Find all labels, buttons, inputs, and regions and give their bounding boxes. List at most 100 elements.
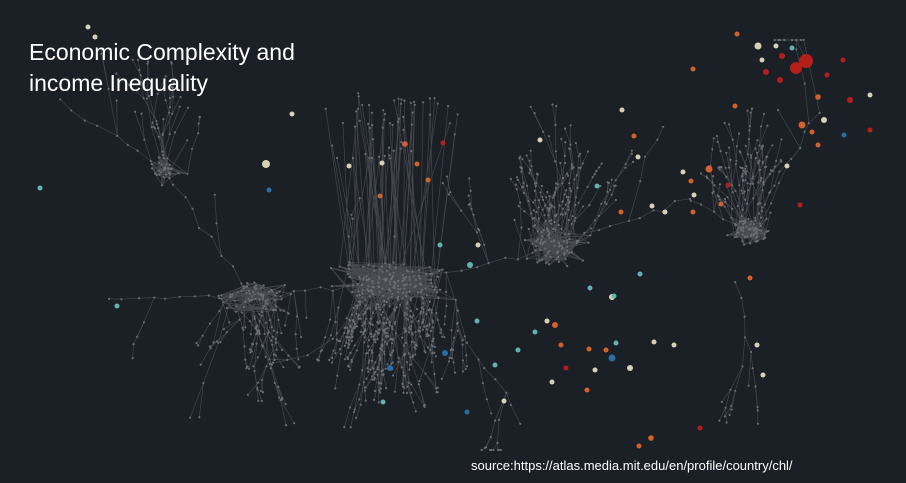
network-node bbox=[284, 324, 287, 327]
network-edge bbox=[431, 353, 435, 375]
network-node bbox=[390, 342, 394, 345]
network-node bbox=[370, 111, 373, 114]
network-node bbox=[497, 448, 500, 452]
network-node bbox=[191, 147, 194, 150]
highlighted-product-node bbox=[474, 318, 480, 324]
network-node bbox=[145, 97, 148, 100]
network-edge bbox=[210, 341, 217, 349]
network-edge bbox=[556, 235, 591, 254]
network-node bbox=[385, 331, 388, 334]
network-node bbox=[240, 290, 243, 293]
network-node bbox=[360, 284, 363, 287]
network-node bbox=[720, 166, 723, 169]
network-edge bbox=[203, 342, 219, 384]
network-edge bbox=[523, 192, 534, 203]
network-node bbox=[345, 326, 349, 329]
network-edge bbox=[760, 225, 769, 232]
network-node bbox=[444, 290, 448, 293]
network-node bbox=[391, 327, 394, 331]
network-node bbox=[152, 125, 155, 128]
network-node bbox=[378, 277, 381, 280]
network-node bbox=[215, 340, 218, 343]
network-edge bbox=[555, 216, 560, 244]
network-node bbox=[752, 223, 756, 226]
network-edge bbox=[568, 148, 573, 165]
network-node bbox=[608, 188, 612, 192]
network-node bbox=[713, 184, 716, 187]
network-edge bbox=[362, 295, 370, 298]
network-edge bbox=[542, 244, 565, 254]
network-node bbox=[748, 129, 751, 132]
network-edge bbox=[170, 62, 175, 83]
network-node bbox=[243, 285, 246, 288]
network-node bbox=[421, 288, 424, 291]
network-node bbox=[564, 141, 567, 144]
network-node bbox=[746, 235, 749, 238]
network-node bbox=[399, 102, 402, 105]
network-node bbox=[257, 399, 260, 402]
network-edge bbox=[728, 167, 734, 193]
network-node bbox=[371, 311, 374, 315]
network-node bbox=[465, 354, 468, 357]
network-node bbox=[168, 163, 171, 166]
network-node bbox=[773, 165, 776, 168]
network-node bbox=[392, 149, 395, 152]
network-edge bbox=[284, 294, 292, 326]
network-node bbox=[567, 198, 570, 201]
network-edge bbox=[739, 197, 754, 222]
network-node bbox=[534, 199, 537, 202]
network-node bbox=[453, 133, 456, 136]
network-node bbox=[350, 358, 353, 361]
network-node bbox=[363, 341, 366, 344]
network-node bbox=[338, 348, 341, 351]
network-node bbox=[378, 389, 381, 392]
network-edge bbox=[372, 139, 381, 270]
network-node bbox=[490, 412, 493, 415]
network-node bbox=[546, 206, 549, 210]
network-node bbox=[725, 151, 728, 154]
network-node bbox=[297, 358, 300, 361]
network-edge bbox=[172, 184, 186, 198]
network-edge bbox=[351, 350, 358, 362]
network-node bbox=[275, 305, 278, 308]
network-node bbox=[136, 335, 139, 338]
network-edge bbox=[231, 296, 243, 313]
network-node bbox=[364, 317, 368, 320]
network-edge bbox=[476, 232, 489, 264]
network-node bbox=[598, 166, 601, 169]
highlighted-product-node bbox=[618, 209, 624, 215]
network-node bbox=[425, 272, 428, 275]
network-node bbox=[220, 254, 223, 257]
network-node bbox=[347, 329, 350, 333]
network-node bbox=[516, 178, 520, 181]
network-edge bbox=[368, 104, 375, 271]
network-node bbox=[257, 381, 260, 384]
network-node bbox=[534, 249, 537, 252]
network-node bbox=[168, 177, 171, 180]
network-edge bbox=[412, 103, 439, 272]
network-node bbox=[539, 248, 542, 251]
network-node bbox=[383, 353, 386, 356]
network-edge bbox=[529, 172, 537, 184]
network-node bbox=[115, 72, 118, 75]
network-edge bbox=[277, 319, 282, 334]
network-node bbox=[357, 95, 360, 98]
network-edge bbox=[129, 84, 144, 99]
network-node bbox=[630, 152, 634, 155]
highlighted-product-node bbox=[688, 178, 694, 184]
highlighted-product-node bbox=[841, 132, 847, 138]
network-node bbox=[433, 345, 436, 349]
network-node bbox=[574, 203, 577, 207]
network-node bbox=[401, 279, 404, 282]
network-node bbox=[324, 336, 327, 339]
network-node bbox=[778, 38, 782, 42]
network-node bbox=[319, 286, 322, 289]
highlighted-product-node bbox=[754, 42, 762, 50]
network-node bbox=[553, 191, 557, 194]
network-node bbox=[161, 184, 164, 187]
network-edge bbox=[657, 126, 664, 140]
network-edge bbox=[389, 343, 393, 355]
network-edge bbox=[562, 202, 570, 215]
network-node bbox=[747, 138, 751, 141]
network-edge bbox=[404, 312, 410, 333]
